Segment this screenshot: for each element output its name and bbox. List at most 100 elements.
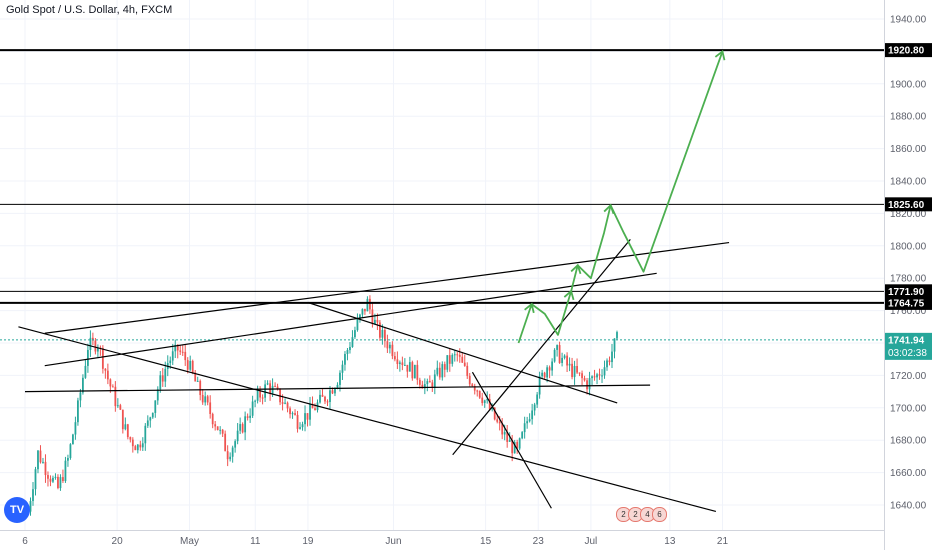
candle-body [159,375,162,390]
time-tick-label: 13 [664,536,676,547]
trendline[interactable] [471,371,552,509]
candle-body [483,400,486,404]
candle-body [398,362,401,364]
price-tick-label: 1880.00 [890,112,927,123]
candle-body [493,407,496,420]
candle-body [276,386,279,389]
candle-body [44,461,47,476]
candle-body [164,368,167,382]
trendline[interactable] [452,238,631,456]
candle-body [551,361,554,371]
candle-body [466,365,469,376]
candle-body [239,424,242,431]
candle-body [29,501,32,512]
time-tick-label: 21 [717,536,729,547]
candle-body [334,388,336,394]
candle-body [608,360,611,363]
candle-body [331,390,334,394]
candle-body [84,365,87,378]
candle-body [314,408,316,411]
candle-body [311,403,314,409]
candle-body [386,341,389,349]
price-tick-label: 1900.00 [890,79,927,90]
candle-body [476,390,479,392]
candle-body [556,345,559,350]
candle-body [82,377,84,393]
projection-arrowhead [603,203,615,215]
candle-body [576,365,578,373]
candle-body [116,405,119,407]
level-price-tag [885,43,932,58]
candle-body [411,362,414,379]
candle-body [591,376,593,379]
candle-body [299,427,301,429]
tradingview-logo-icon[interactable]: TV [4,497,30,523]
candle-body [264,384,266,398]
candle-body [319,394,321,403]
candle-body [296,414,299,429]
candle-body [438,367,441,378]
candle-body [201,395,204,403]
candle-body [39,450,42,463]
trendline[interactable] [307,301,618,404]
candle-body [598,374,601,376]
candle-body [69,444,72,458]
candle-body [259,390,262,398]
candle-body [341,364,344,373]
candle-body [279,388,281,403]
candle-body [226,451,229,460]
candle-body [251,401,254,416]
candle-body [526,421,529,424]
candle-body [478,390,481,398]
candle-body [346,350,349,354]
candle-body [533,404,536,411]
candle-body [214,424,217,427]
candle-body [588,378,591,390]
candle-body [354,330,356,338]
candle-body [221,429,224,434]
candle-body [601,375,603,377]
candle-body [521,432,524,439]
candle-body [141,443,144,448]
candle-body [361,308,364,315]
candle-body [67,457,69,461]
candle-body [86,349,89,366]
candle-body [573,365,576,378]
level-price-label: 1825.60 [888,200,925,211]
candle-body [329,390,331,403]
candle-body [356,319,359,331]
trendline[interactable] [18,326,717,513]
projection-arrowhead [524,302,535,314]
candle-body [566,355,568,366]
candle-body [72,434,74,445]
candle-body [199,380,202,396]
candle-body [351,337,354,347]
candle-body [571,363,573,378]
candle-body [423,384,426,389]
candle-body [611,351,613,363]
candle-body [531,410,534,420]
trendline[interactable] [24,384,651,393]
candle-body [481,397,484,404]
trendline[interactable] [44,241,730,334]
candle-body [196,380,199,382]
candle-body [349,346,351,351]
projection-path[interactable] [517,51,724,344]
candle-body [131,439,134,447]
price-tick-label: 1640.00 [890,501,927,512]
candle-body [503,432,506,435]
candle-body [393,356,396,360]
candle-body [219,429,222,431]
candle-body [359,314,361,320]
candle-body [528,419,531,422]
price-tick-label: 1780.00 [890,274,927,285]
candle-body [49,478,52,482]
economic-event-marker[interactable]: 6 [652,507,667,522]
candle-body [246,416,249,418]
trendline[interactable] [44,272,657,367]
candle-body [543,372,546,378]
candle-body [144,425,147,444]
